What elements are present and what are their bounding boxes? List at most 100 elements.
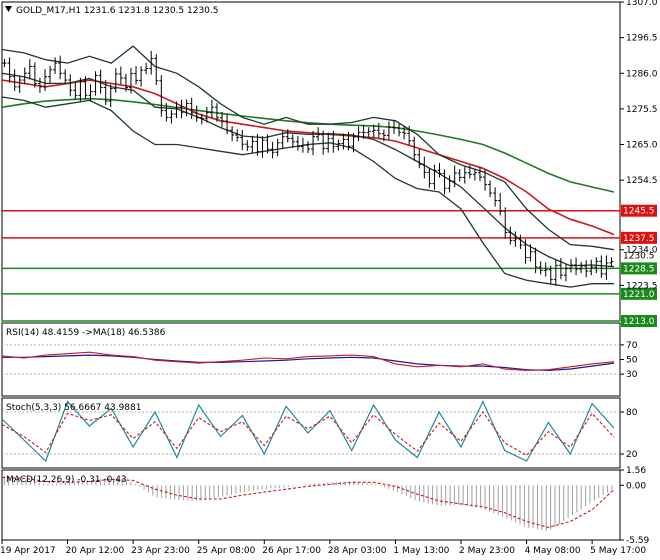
price-bar: [397, 123, 402, 137]
price-bar: [63, 69, 68, 85]
current-price-label: 1230.5: [623, 252, 655, 262]
price-bar: [290, 134, 295, 148]
price-bar: [376, 122, 381, 138]
price-bar: [194, 105, 199, 122]
price-bar: [134, 66, 139, 85]
macd-title: MACD(12,26,9) -0.31 -0.43: [6, 475, 127, 485]
price-y-tick-label: 1234.0: [626, 246, 658, 256]
price-y-tick-label: 1223.5: [626, 281, 658, 291]
price-bar: [7, 57, 12, 83]
rsi-y-tick-label: 50: [626, 356, 638, 366]
time-axis-label: 28 Apr 03:00: [328, 546, 387, 556]
current-price-box: [621, 249, 657, 261]
price-bar: [139, 66, 144, 87]
price-bar: [159, 74, 164, 117]
price-bar: [533, 247, 538, 274]
time-axis-label: 25 Apr 08:00: [197, 546, 256, 556]
price-bar: [472, 168, 477, 181]
price-bar: [275, 138, 280, 157]
price-y-tick-label: 1265.0: [626, 141, 658, 151]
price-bar: [538, 261, 543, 275]
price-bar: [311, 130, 316, 156]
price-bar: [604, 255, 609, 280]
price-bar: [37, 77, 42, 93]
price-bar: [245, 140, 250, 151]
price-bar: [265, 134, 270, 154]
price-bar: [432, 164, 437, 190]
price-bar: [584, 260, 589, 278]
price-bar: [558, 257, 563, 280]
price-bar: [452, 165, 457, 188]
stoch-main-line: [1, 400, 615, 463]
price-bar: [220, 111, 225, 128]
price-bar: [457, 168, 462, 182]
time-axis-label: 26 Apr 17:00: [262, 546, 321, 556]
price-bar: [523, 239, 528, 264]
price-bar: [300, 137, 305, 153]
price-bar: [149, 50, 154, 75]
price-bar: [113, 68, 118, 93]
price-bar: [199, 113, 204, 125]
price-bar: [326, 132, 331, 153]
price-bar: [260, 136, 265, 158]
price-bar: [164, 103, 169, 122]
rsi-title: RSI(14) 48.4159 ->MA(18) 46.5386: [6, 328, 166, 338]
price-bar: [427, 168, 432, 188]
price-bar: [336, 139, 341, 151]
level-label-1221.0: 1221.0: [623, 290, 655, 300]
stoch-y-tick-label: 80: [626, 408, 638, 418]
price-bar: [179, 99, 184, 119]
level-label-1213.0: 1213.0: [623, 317, 655, 327]
stoch-title: Stoch(5,3,3) 56.6667 43.9881: [6, 403, 141, 413]
price-bar: [118, 66, 123, 85]
price-bar: [579, 261, 584, 274]
price-bar: [341, 133, 346, 150]
time-axis-label: 4 May 08:00: [525, 546, 581, 556]
price-bar: [230, 126, 235, 142]
price-y-tick-label: 1307.0: [626, 0, 658, 8]
price-bar: [295, 136, 300, 151]
rsi-y-tick-label: 30: [626, 370, 638, 380]
price-bar: [361, 124, 366, 139]
price-bar: [22, 67, 27, 85]
level-label-box-1221.0: [621, 287, 657, 300]
price-bar: [93, 71, 98, 96]
price-bar: [83, 75, 88, 100]
price-bar: [169, 109, 174, 124]
macd-panel: 1.56 0.00 -5.59 MACD(12,26,9) -0.31 -0.43: [1, 466, 650, 546]
price-bar: [103, 80, 108, 106]
price-bar: [483, 169, 488, 191]
price-bar: [32, 62, 37, 88]
price-bar: [447, 175, 452, 193]
price-bar: [417, 148, 422, 169]
rsi-ma-line: [2, 354, 615, 372]
level-label-1245.5: 1245.5: [623, 207, 655, 217]
price-bar: [386, 121, 391, 140]
price-bar: [270, 141, 275, 159]
ma-green-line: [1, 97, 615, 193]
price-bar: [589, 259, 594, 276]
price-bar: [174, 101, 179, 119]
stoch-panel-frame: [1, 397, 621, 469]
price-bar: [204, 106, 209, 123]
price-bar: [27, 59, 32, 80]
bollinger-upper-band: [1, 45, 615, 251]
price-bar: [508, 226, 513, 245]
price-bar: [609, 257, 614, 268]
price-bar: [240, 129, 245, 151]
price-bar: [528, 244, 533, 262]
time-axis-label: 23 Apr 23:00: [131, 546, 190, 556]
price-bar: [78, 77, 83, 102]
level-label-box-1245.5: [621, 204, 657, 217]
price-bar: [493, 187, 498, 207]
price-bar: [442, 169, 447, 195]
price-bar: [366, 127, 371, 137]
macd-panel-frame: [1, 469, 621, 541]
price-bar: [73, 82, 78, 100]
macd-signal-line: [1, 476, 615, 528]
time-axis-label: 1 May 13:00: [393, 546, 449, 556]
macd-y-tick-label: -5.59: [626, 536, 650, 546]
price-bar: [422, 156, 427, 179]
rsi-line: [1, 351, 615, 371]
